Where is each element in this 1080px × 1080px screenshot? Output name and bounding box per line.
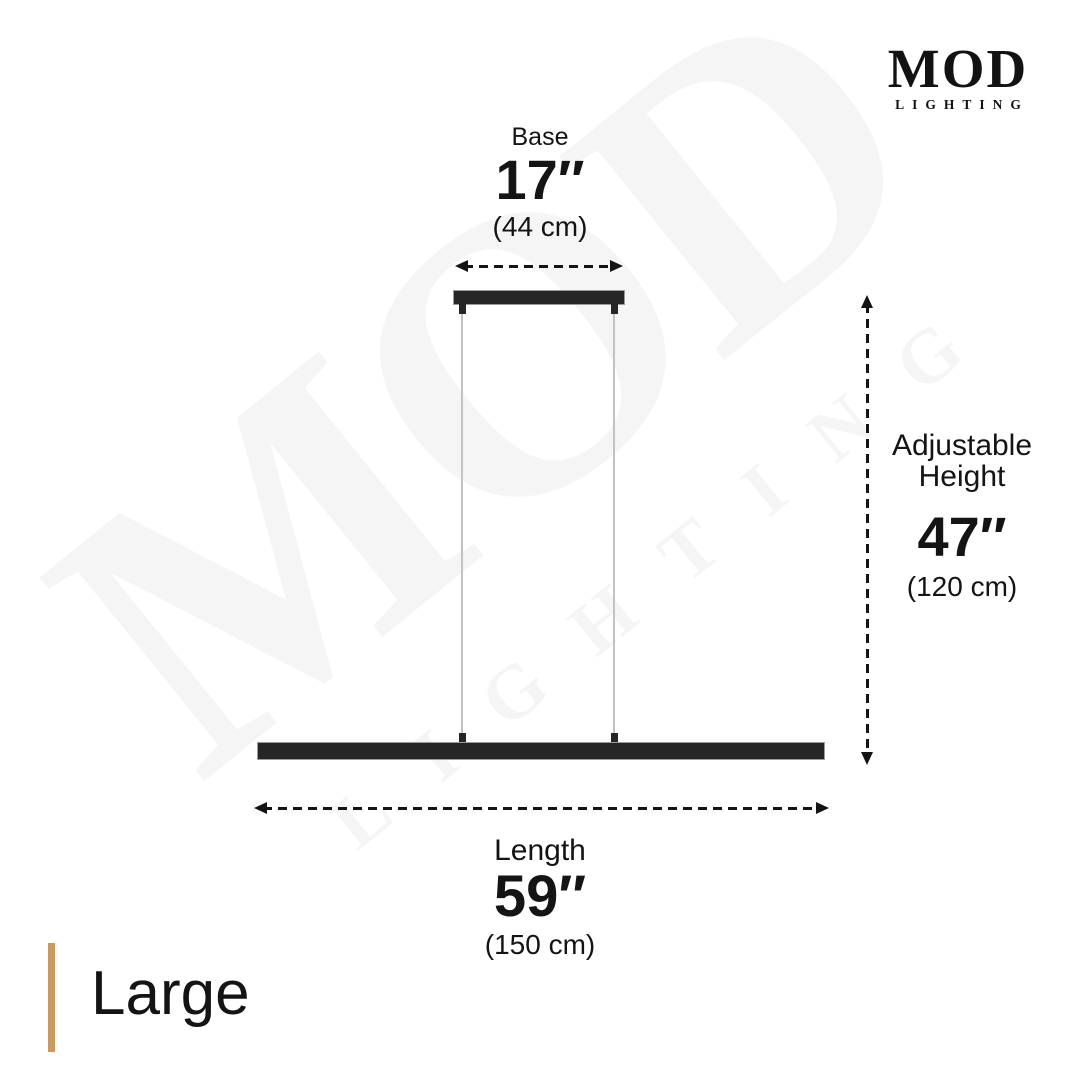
- brand-name: MOD: [887, 38, 1029, 99]
- dashed-line: [865, 304, 869, 756]
- size-label: Large: [91, 959, 250, 1028]
- size-accent-bar: [48, 943, 55, 1052]
- arrow-down-head-icon: [861, 752, 873, 765]
- height-dimension-title: Adjustable Height: [891, 429, 1033, 493]
- arrow-up-head-icon: [861, 295, 873, 308]
- canopy-wire-connector-left: [459, 304, 466, 314]
- suspension-wire-right: [613, 305, 615, 742]
- ceiling-canopy-bar: [453, 290, 625, 305]
- base-dimension-arrow: [455, 259, 623, 273]
- length-dimension-title: Length: [494, 834, 586, 867]
- base-dimension-cm: (44 cm): [492, 211, 588, 242]
- length-dimension-label: Length 59″ (150 cm): [390, 834, 690, 964]
- length-dimension-cm: (150 cm): [484, 929, 596, 960]
- dashed-line: [464, 264, 614, 268]
- base-dimension-title: Base: [511, 123, 569, 151]
- fixture-wire-connector-right: [611, 733, 618, 742]
- arrow-left-head-icon: [455, 260, 468, 272]
- dashed-line: [263, 806, 820, 810]
- brand-tagline: LIGHTING: [895, 97, 1029, 112]
- height-dimension-label: Adjustable Height 47″ (120 cm): [852, 430, 1072, 604]
- height-dimension-cm: (120 cm): [906, 571, 1018, 602]
- arrow-right-head-icon: [610, 260, 623, 272]
- base-dimension-inches: 17″: [495, 148, 585, 211]
- arrow-left-head-icon: [254, 802, 267, 814]
- length-dimension-inches: 59″: [493, 864, 587, 929]
- canopy-wire-connector-right: [611, 304, 618, 314]
- base-dimension-label: Base 17″ (44 cm): [390, 121, 690, 247]
- height-dimension-inches: 47″: [917, 505, 1007, 568]
- suspension-wire-left: [461, 305, 463, 742]
- linear-light-bar: [257, 742, 825, 760]
- length-dimension-arrow: [254, 801, 829, 815]
- fixture-wire-connector-left: [459, 733, 466, 742]
- height-dimension-arrow: [860, 295, 874, 765]
- arrow-right-head-icon: [816, 802, 829, 814]
- brand-logo: MOD LIGHTING: [879, 38, 1037, 113]
